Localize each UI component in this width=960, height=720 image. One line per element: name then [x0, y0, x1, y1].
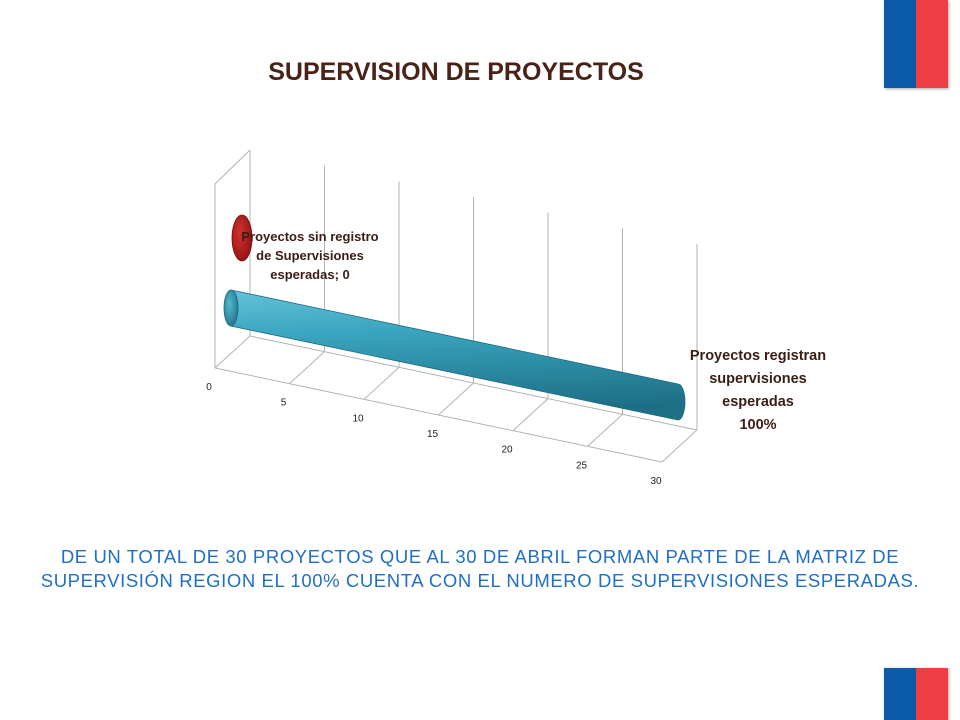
flag-red-stripe — [916, 668, 948, 720]
x-tick-label: 10 — [352, 413, 364, 424]
floor-gridline — [512, 398, 549, 432]
floor-gridline — [438, 382, 474, 416]
bar-zero-disc — [231, 214, 253, 262]
bar-cylinder-cap — [223, 289, 239, 327]
flag-blue-stripe — [884, 0, 916, 88]
flag-red-stripe — [916, 0, 948, 88]
x-tick-label: 30 — [650, 476, 662, 487]
flag-blue-stripe — [884, 668, 916, 720]
x-tick-label: 0 — [206, 382, 212, 393]
x-tick-label: 20 — [501, 445, 513, 456]
data-label-line: 100% — [739, 417, 776, 433]
x-axis-ticks: 0 5 10 15 20 25 30 — [206, 382, 662, 487]
chile-flag-top — [884, 0, 948, 88]
floor-back-edge — [249, 335, 698, 431]
floor-gridline — [587, 413, 623, 447]
data-label: Proyectos sin registro de Supervisiones es… — [241, 229, 378, 282]
data-label-line: Proyectos sin registro — [241, 229, 378, 244]
data-label: Proyectos registran supervisiones esperada… — [690, 348, 826, 433]
bar-cylinder-body — [230, 289, 686, 421]
x-tick-label: 5 — [281, 398, 287, 409]
data-label-line: esperadas — [722, 394, 794, 410]
floor-gridline — [214, 335, 251, 369]
data-label-line: de Supervisiones — [256, 248, 364, 263]
bars — [223, 214, 686, 421]
floor-gridline — [363, 366, 400, 400]
summary-caption: DE UN TOTAL DE 30 PROYECTOS QUE AL 30 DE… — [40, 546, 920, 591]
floor-gridline — [661, 429, 698, 463]
data-labels: Proyectos sin registro de Supervisiones es… — [241, 229, 826, 433]
data-label-line: esperadas; 0 — [270, 267, 350, 282]
x-tick-label: 25 — [576, 460, 588, 471]
data-label-line: supervisiones — [709, 371, 807, 387]
side-wall-top-edge — [214, 149, 251, 185]
floor-gridline — [289, 351, 325, 385]
data-label-line: Proyectos registran — [690, 348, 826, 364]
x-tick-label: 15 — [427, 429, 439, 440]
floor-front-edge — [214, 367, 663, 463]
chile-flag-bottom — [884, 668, 948, 720]
page-title: SUPERVISION DE PROYECTOS — [268, 58, 644, 86]
